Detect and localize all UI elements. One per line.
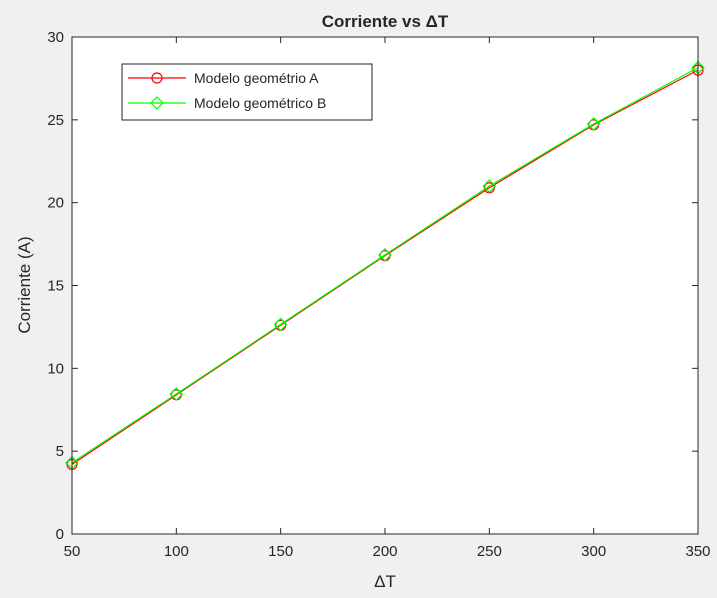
y-tick-label: 5	[56, 443, 64, 460]
axes: 50 100 150 200 250 300 350 0 5 10 15 20 25 30	[47, 29, 710, 560]
legend-label: Modelo geométrio A	[194, 70, 319, 86]
y-tick-label: 10	[47, 360, 64, 377]
legend-label: Modelo geométrico B	[194, 95, 326, 111]
legend-entry: Modelo geométrio A	[128, 70, 319, 86]
x-tick-label: 300	[581, 543, 606, 560]
series-group	[65, 60, 705, 471]
data-point-marker	[586, 117, 601, 131]
y-axis-label: Corriente (A)	[15, 236, 34, 333]
x-tick-label: 50	[64, 543, 81, 560]
y-tick-label: 25	[47, 112, 64, 129]
y-tick-label: 15	[47, 278, 64, 295]
legend-swatch-marker	[150, 96, 164, 110]
data-point-marker	[378, 248, 392, 262]
x-tick-label: 200	[372, 543, 397, 560]
legend-box	[121, 63, 373, 121]
plot-frame	[71, 36, 699, 535]
legend-entry: Modelo geométrico B	[128, 95, 326, 111]
legend: Modelo geométrio A Modelo geométrico B	[121, 63, 373, 121]
legend-swatch-marker	[151, 72, 163, 84]
series-line	[71, 69, 699, 465]
x-axis-label: ΔT	[374, 572, 396, 591]
y-tick-label: 20	[47, 195, 64, 212]
x-tick-label: 350	[685, 543, 710, 560]
x-tick-label: 250	[477, 543, 502, 560]
data-point-marker	[169, 387, 184, 401]
data-point-marker	[482, 179, 497, 193]
x-tick-label: 100	[164, 543, 189, 560]
y-tick-label: 30	[47, 29, 64, 46]
chart-title: Corriente vs ΔT	[322, 12, 449, 31]
series-line	[71, 67, 699, 464]
data-point-marker	[273, 317, 288, 332]
y-tick-label: 0	[56, 526, 64, 543]
x-tick-label: 150	[268, 543, 293, 560]
series-b	[65, 60, 705, 470]
